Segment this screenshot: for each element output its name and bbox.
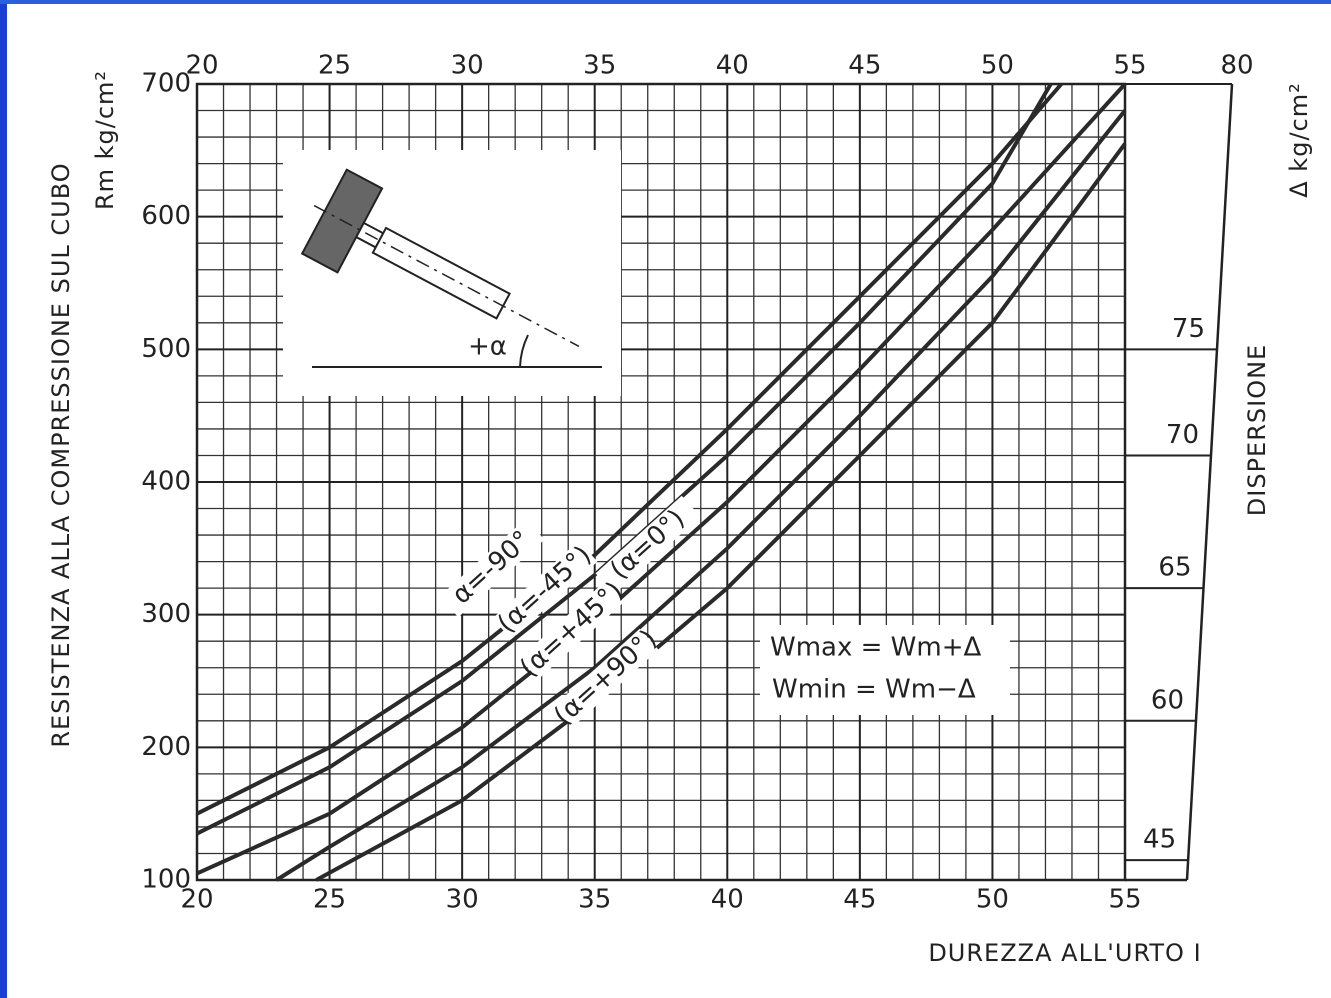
y-axis-title: RESISTENZA ALLA COMPRESSIONE SUL CUBO — [47, 162, 75, 747]
dispersion-title: DISPERSIONE — [1243, 344, 1271, 516]
y-axis-unit: Rm kg/cm² — [91, 70, 119, 210]
dispersion-label: 45 — [1143, 825, 1176, 855]
y-tick-label: 600 — [141, 201, 191, 231]
formula-box: Wmax = Wm+Δ Wmin = Wm−Δ — [760, 625, 1010, 715]
x-tick-label: 25 — [313, 885, 346, 915]
y-tick-label: 300 — [141, 599, 191, 629]
dispersion-label: 70 — [1166, 420, 1199, 450]
y-tick-label: 400 — [141, 467, 191, 497]
dispersion-unit: Δ kg/cm² — [1285, 82, 1313, 197]
frame-left — [0, 0, 7, 998]
y-tick-label: 700 — [141, 69, 191, 99]
x-tick-label: 30 — [446, 885, 479, 915]
frame-top — [0, 0, 1331, 4]
x-axis-title: DUREZZA ALL'URTO I — [928, 939, 1201, 967]
x-top-tick-label: 35 — [583, 51, 616, 81]
inset-label: +α — [468, 332, 507, 362]
x-top-tick-label: 45 — [848, 51, 881, 81]
x-top-tick-label: 30 — [451, 51, 484, 81]
dispersion-label: 60 — [1151, 685, 1184, 715]
formula: Wmin = Wm−Δ — [772, 675, 976, 705]
inset: +α — [283, 150, 621, 396]
x-top-tick-label: 40 — [716, 51, 749, 81]
x-tick-label: 50 — [976, 885, 1009, 915]
x-tick-label: 40 — [711, 885, 744, 915]
dispersion-label: 65 — [1158, 553, 1191, 583]
x-top-tick-label: 50 — [981, 51, 1014, 81]
x-tick-label: 35 — [578, 885, 611, 915]
dispersion-axis — [1187, 84, 1232, 880]
y-tick-label: 200 — [141, 732, 191, 762]
formula: Wmax = Wm+Δ — [770, 633, 981, 663]
dispersion-label: 75 — [1172, 314, 1205, 344]
dispersion-label: 80 — [1220, 51, 1253, 81]
chart: +α α=-90°(α=-45°)(α=0°)(α=+45°)(α=+90°) … — [0, 0, 1331, 998]
y-tick-label: 100 — [141, 865, 191, 895]
x-top-tick-label: 55 — [1113, 51, 1146, 81]
x-top-tick-label: 25 — [318, 51, 351, 81]
y-tick-label: 500 — [141, 334, 191, 364]
x-tick-label: 55 — [1108, 885, 1141, 915]
x-tick-label: 45 — [843, 885, 876, 915]
